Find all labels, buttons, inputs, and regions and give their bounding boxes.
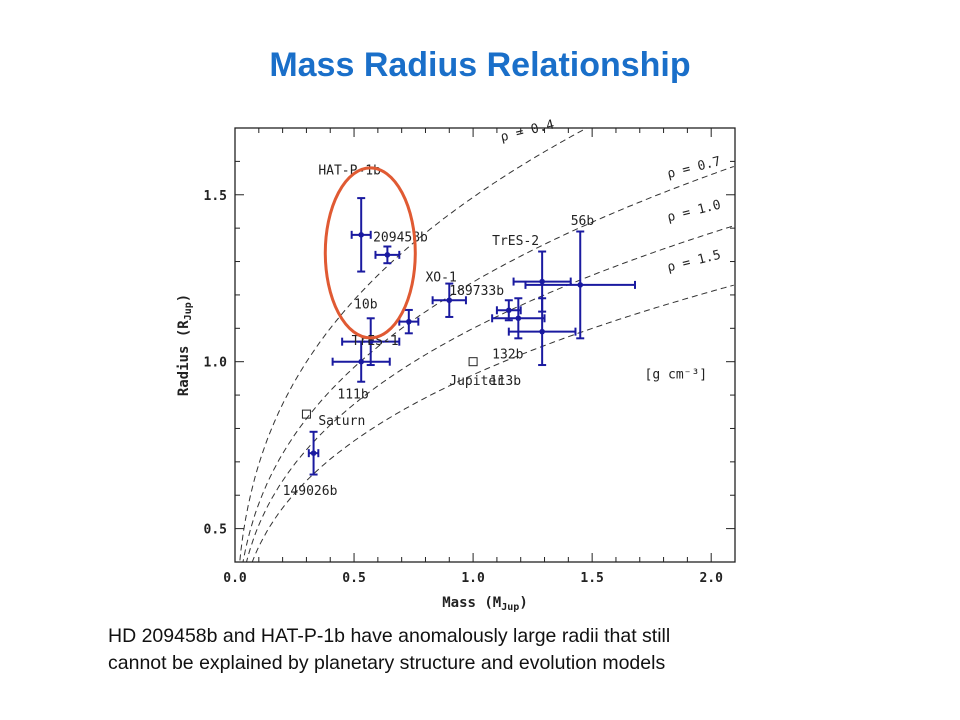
plot-frame [234, 127, 736, 563]
planet-label: 113b [490, 374, 521, 389]
density-curve-label: ρ = 1.5 [666, 248, 723, 276]
x-tick-label: 0.5 [342, 571, 365, 586]
plot-axes [234, 127, 736, 563]
reference-point [301, 409, 311, 419]
planet-label: 111b [337, 387, 368, 402]
slide-caption: HD 209458b and HAT-P-1b have anomalously… [108, 623, 848, 677]
caption-line-1: HD 209458b and HAT-P-1b have anomalously… [108, 625, 671, 647]
y-tick-label: 1.0 [204, 356, 228, 371]
planet-point [358, 358, 364, 365]
planet-point [367, 338, 374, 345]
x-tick-label: 0.0 [223, 571, 247, 586]
highlight-circle [323, 166, 417, 340]
planet-point [539, 328, 545, 335]
density-curve-label: ρ = 0.7 [666, 154, 723, 182]
planet-point [539, 278, 545, 285]
x-tick-label: 1.5 [580, 571, 603, 586]
reference-label: Jupiter [449, 374, 504, 389]
planet-points [307, 197, 636, 476]
y-axis-label: Radius (RJup) [176, 294, 194, 396]
planet-point [515, 315, 522, 322]
density-curve [245, 225, 734, 562]
planet-label: 149026b [283, 484, 338, 499]
planet-label: 189733b [449, 284, 504, 299]
chart-labels: ρ = 0.4ρ = 0.7ρ = 1.0ρ = 1.5[g cm⁻³]HAT-… [283, 118, 723, 499]
planet-label: 10b [354, 297, 378, 312]
density-curves [239, 128, 734, 562]
reference-point [468, 357, 478, 367]
planet-label: XO-1 [425, 271, 456, 286]
y-tick-label: 0.5 [204, 523, 227, 538]
mass-radius-chart: 0.0 0.5 1.0 1.5 2.0 0.5 1.0 1.5 Mass (MJup) Radiu… [176, 118, 736, 613]
y-tick-label: 1.5 [204, 189, 227, 204]
planet-label: 56b [571, 214, 595, 229]
planet-label: 209458b [373, 231, 428, 246]
planet-point [384, 252, 391, 258]
x-axis-label: Mass (MJup) [442, 595, 528, 613]
caption-line-2: cannot be explained by planetary structu… [108, 652, 666, 674]
slide-title: Mass Radius Relationship [269, 46, 691, 84]
x-tick-label: 2.0 [699, 571, 723, 586]
reference-planets [301, 357, 478, 419]
density-curve-label: ρ = 0.4 [499, 118, 556, 145]
density-unit-label: [g cm⁻³] [645, 367, 708, 382]
planet-point [406, 318, 412, 325]
planet-point [577, 282, 584, 288]
planet-point [506, 307, 512, 314]
planet-point [310, 450, 317, 456]
planet-point [446, 297, 453, 304]
planet-label: TrES-2 [492, 234, 539, 249]
planet-point [358, 232, 364, 238]
planet-label: 132b [492, 347, 523, 362]
density-curve [239, 128, 588, 562]
density-curve [251, 284, 734, 562]
reference-label: Saturn [318, 414, 365, 429]
x-tick-label: 1.0 [461, 571, 485, 586]
density-curve-label: ρ = 1.0 [666, 198, 723, 226]
density-curve [242, 166, 734, 562]
